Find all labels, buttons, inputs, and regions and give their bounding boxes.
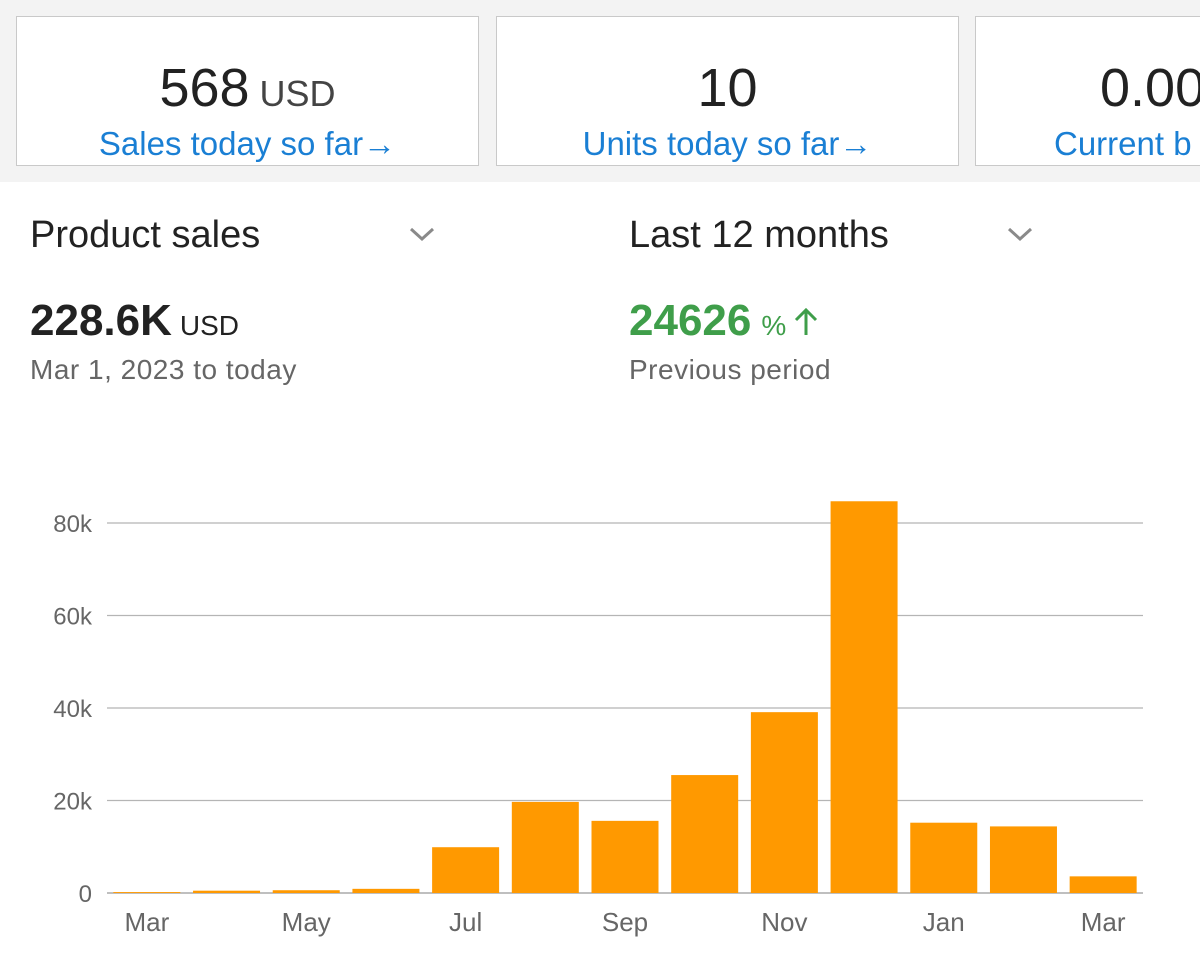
x-tick-label: Jan (923, 907, 965, 937)
x-tick-label: May (282, 907, 331, 937)
metric-selector[interactable]: Product sales (30, 214, 261, 256)
current-balance-value: 0.00 (1100, 58, 1200, 118)
units-today-value: 10 (697, 58, 758, 118)
change-unit: % (761, 310, 787, 341)
sales-today-link[interactable]: Sales today so far→ (98, 125, 397, 162)
x-tick-label: Jul (449, 907, 482, 937)
bar[interactable] (193, 890, 261, 893)
total-sales-range: Mar 1, 2023 to today (30, 354, 297, 385)
y-tick-label: 0 (79, 881, 92, 908)
product-sales-bar-chart: 0 20k 40k 60k 80k Mar May Jul Sep Nov Jan Mar (53, 501, 1143, 937)
chevron-down-icon[interactable] (1005, 222, 1035, 246)
bar[interactable] (1069, 876, 1137, 893)
x-tick-label: Mar (124, 907, 169, 937)
x-tick-label: Sep (602, 907, 648, 937)
bar[interactable] (910, 822, 978, 893)
y-tick-label: 60k (53, 604, 93, 631)
arrow-up-icon (795, 307, 818, 335)
current-balance-card[interactable]: 0.00 Current b (975, 16, 1200, 166)
y-tick-label: 20k (53, 789, 93, 816)
total-sales-unit: USD (179, 310, 240, 341)
sales-today-card[interactable]: 568 USD Sales today so far→ (16, 16, 479, 166)
current-balance-link[interactable]: Current b (1054, 125, 1192, 162)
bar[interactable] (750, 712, 818, 893)
x-tick-label: Mar (1081, 907, 1126, 937)
total-sales-value: 228.6K USD (30, 296, 240, 345)
bar[interactable] (272, 890, 340, 893)
sales-today-unit: USD (259, 73, 336, 114)
bar[interactable] (671, 775, 739, 893)
bar[interactable] (989, 826, 1057, 893)
bar[interactable] (511, 801, 579, 893)
x-tick-label: Nov (761, 907, 807, 937)
bar[interactable] (591, 820, 659, 893)
y-tick-label: 40k (53, 696, 93, 723)
sales-today-value: 568 USD (159, 58, 336, 118)
bar[interactable] (432, 847, 500, 893)
change-value: 24626% (629, 296, 820, 346)
bar[interactable] (352, 888, 420, 893)
period-selector[interactable]: Last 12 months (629, 214, 889, 256)
units-today-link[interactable]: Units today so far→ (582, 125, 873, 162)
units-today-card[interactable]: 10 Units today so far→ (496, 16, 959, 166)
chevron-down-icon[interactable] (407, 222, 437, 246)
bar[interactable] (113, 892, 181, 893)
y-tick-label: 80k (53, 511, 93, 538)
bar[interactable] (830, 501, 898, 893)
change-label: Previous period (629, 354, 832, 385)
